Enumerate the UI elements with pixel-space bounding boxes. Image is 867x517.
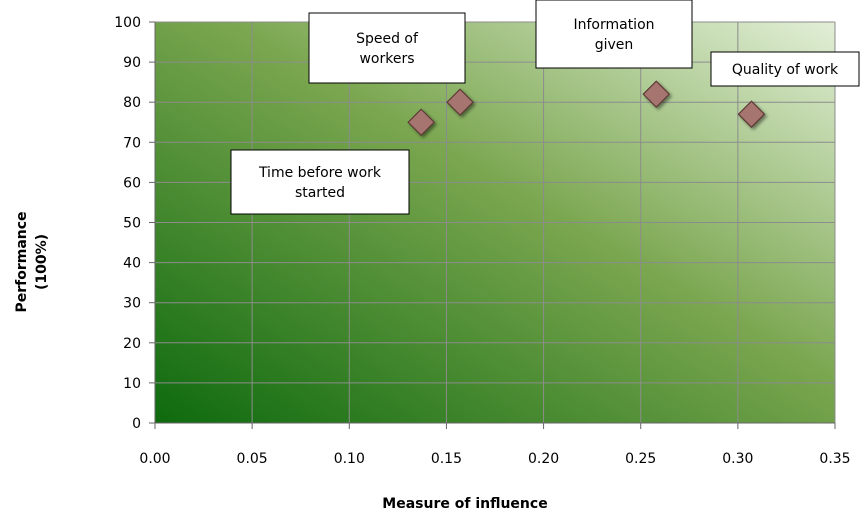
callout-box	[230, 149, 410, 215]
x-tick-label: 0.30	[722, 451, 753, 467]
data-callout: Quality of work	[710, 51, 860, 87]
data-point-marker	[407, 108, 436, 137]
callout-label: Speed of	[356, 31, 419, 47]
x-tick-label: 0.00	[139, 451, 170, 467]
callout-label: Information	[573, 17, 654, 33]
x-axis-title: Measure of influence	[382, 496, 547, 512]
data-callout: Information given	[535, 0, 693, 69]
y-tick-label: 60	[123, 175, 141, 191]
callout-label: Quality of work	[732, 62, 839, 78]
y-tick-label: 10	[123, 376, 141, 392]
data-points	[407, 80, 766, 137]
data-callouts: Time before work started Speed of workers In…	[230, 0, 860, 215]
data-point-marker	[737, 100, 766, 129]
callout-box	[710, 51, 860, 87]
x-tick-label: 0.35	[819, 451, 850, 467]
x-tick-label: 0.15	[431, 451, 462, 467]
tick-labels: 0 10 20 30 40 50 60 70 80 90 100 0.00 0.05 0.10 0.15 0.…	[114, 15, 850, 467]
y-axis-title: Performance (100%)	[14, 211, 50, 312]
callout-label: given	[595, 37, 634, 53]
y-tick-label: 0	[132, 416, 141, 432]
y-axis-title-line-2: (100%)	[34, 234, 50, 290]
y-tick-label: 40	[123, 256, 141, 272]
callout-box	[308, 12, 466, 84]
x-tick-label: 0.10	[334, 451, 365, 467]
y-tick-label: 50	[123, 216, 141, 232]
axes	[149, 21, 836, 429]
callout-box	[535, 0, 693, 69]
x-tick-label: 0.05	[237, 451, 268, 467]
callout-label: workers	[359, 51, 414, 67]
callout-label: Time before work	[258, 165, 382, 181]
data-callout: Speed of workers	[308, 12, 466, 84]
data-point-marker	[446, 88, 474, 117]
y-tick-label: 30	[123, 296, 141, 312]
y-axis-title-line-1: Performance	[14, 211, 30, 312]
data-point-marker	[642, 80, 671, 109]
x-tick-label: 0.25	[625, 451, 656, 467]
data-callout: Time before work started	[230, 149, 410, 215]
x-tick-label: 0.20	[528, 451, 559, 467]
y-tick-label: 100	[114, 15, 141, 31]
y-tick-label: 20	[123, 336, 141, 352]
y-tick-label: 80	[123, 95, 141, 111]
y-tick-label: 70	[123, 135, 141, 151]
callout-label: started	[295, 185, 345, 201]
y-tick-label: 90	[123, 55, 141, 71]
